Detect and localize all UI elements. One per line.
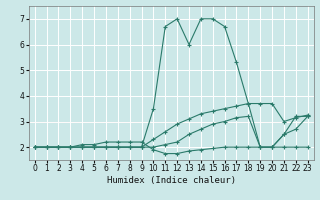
X-axis label: Humidex (Indice chaleur): Humidex (Indice chaleur) (107, 176, 236, 185)
